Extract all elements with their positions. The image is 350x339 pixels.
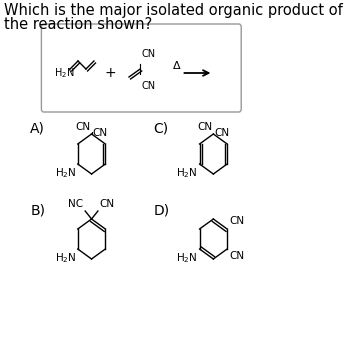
Text: CN: CN <box>197 122 212 132</box>
Text: D): D) <box>154 204 170 218</box>
Text: CN: CN <box>142 81 156 91</box>
Text: CN: CN <box>92 128 107 138</box>
Text: H$_2$N: H$_2$N <box>54 66 75 80</box>
Text: CN: CN <box>76 122 91 132</box>
Text: +: + <box>104 66 116 80</box>
Text: NC: NC <box>69 199 84 209</box>
Text: CN: CN <box>142 49 156 59</box>
Text: H$_2$N: H$_2$N <box>55 166 76 180</box>
Text: H$_2$N: H$_2$N <box>176 166 198 180</box>
Text: Which is the major isolated organic product of: Which is the major isolated organic prod… <box>4 3 343 18</box>
Text: H$_2$N: H$_2$N <box>55 251 76 265</box>
Text: H$_2$N: H$_2$N <box>176 251 198 265</box>
Text: C): C) <box>154 121 169 135</box>
Text: CN: CN <box>99 199 115 209</box>
Text: B): B) <box>30 204 45 218</box>
Text: CN: CN <box>230 216 245 226</box>
FancyBboxPatch shape <box>41 24 241 112</box>
Text: CN: CN <box>230 251 245 261</box>
Text: the reaction shown?: the reaction shown? <box>4 17 152 32</box>
Text: CN: CN <box>214 128 229 138</box>
Text: A): A) <box>30 121 45 135</box>
Text: $\Delta$: $\Delta$ <box>172 59 182 71</box>
